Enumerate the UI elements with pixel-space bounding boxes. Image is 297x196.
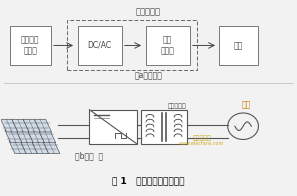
Text: 并网逆变器: 并网逆变器 xyxy=(136,7,161,16)
Text: 电子发烧友: 电子发烧友 xyxy=(192,135,211,141)
Text: DC/AC: DC/AC xyxy=(88,41,112,50)
Text: www.elecfans.com: www.elecfans.com xyxy=(179,141,225,146)
Bar xyxy=(67,20,197,70)
Text: 工频
变压器: 工频 变压器 xyxy=(161,35,175,55)
Polygon shape xyxy=(12,119,29,132)
Polygon shape xyxy=(20,141,37,153)
Bar xyxy=(78,26,122,65)
Bar xyxy=(89,110,137,144)
Text: 太阳能电
池阵列: 太阳能电 池阵列 xyxy=(21,35,40,55)
Polygon shape xyxy=(39,130,56,143)
Text: （a）原理图: （a）原理图 xyxy=(135,72,162,81)
Polygon shape xyxy=(34,119,52,132)
Text: 工频变压器: 工频变压器 xyxy=(168,103,187,109)
Text: （b）电  图: （b）电 图 xyxy=(75,152,103,161)
Bar xyxy=(10,26,51,65)
Polygon shape xyxy=(1,119,18,132)
Text: 图 1   工频变压器隔离方式: 图 1 工频变压器隔离方式 xyxy=(112,177,185,186)
Polygon shape xyxy=(43,141,60,153)
Polygon shape xyxy=(9,141,26,153)
Bar xyxy=(219,26,258,65)
Text: 电网: 电网 xyxy=(234,41,243,50)
Bar xyxy=(146,26,190,65)
Bar xyxy=(141,110,187,144)
Polygon shape xyxy=(23,119,40,132)
Polygon shape xyxy=(31,141,49,153)
Polygon shape xyxy=(16,130,33,143)
Polygon shape xyxy=(5,130,22,143)
Polygon shape xyxy=(27,130,45,143)
Text: 电网: 电网 xyxy=(241,100,251,109)
